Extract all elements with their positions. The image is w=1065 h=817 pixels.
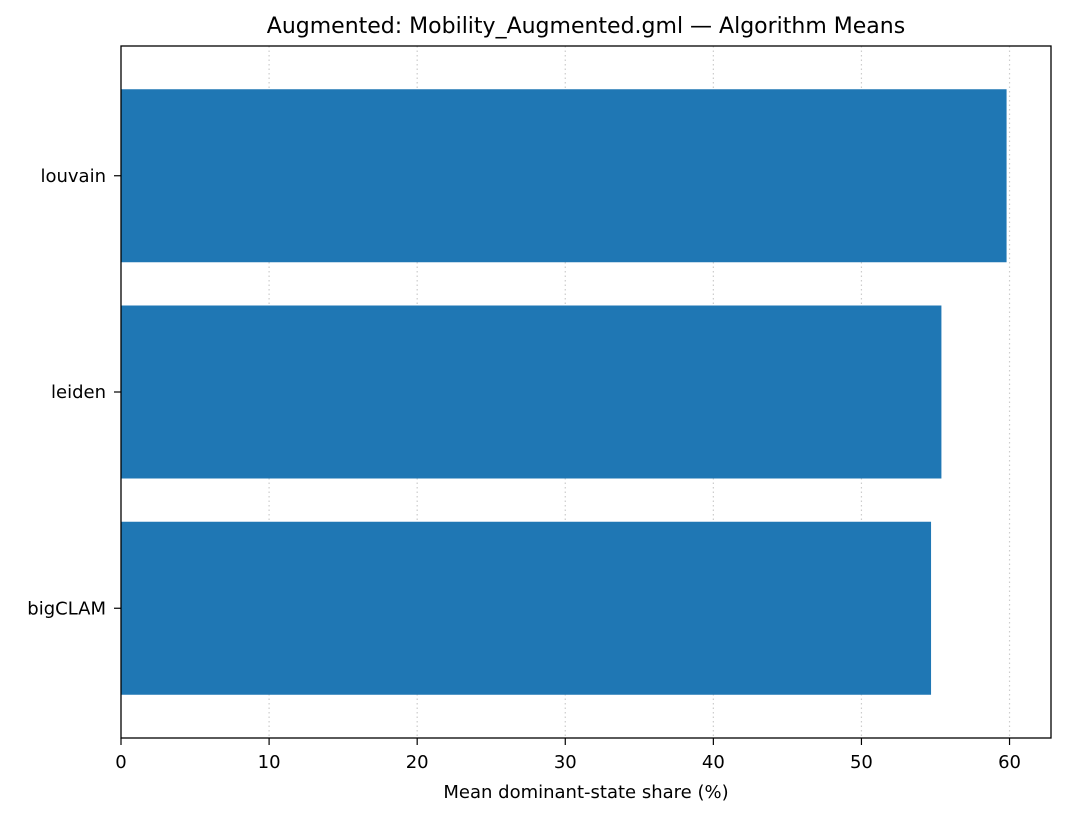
x-tick-label-30: 30 bbox=[554, 752, 577, 773]
x-axis-ticks: 0 10 20 30 40 50 60 bbox=[115, 738, 1021, 773]
chart-title: Augmented: Mobility_Augmented.gml — Algo… bbox=[267, 14, 905, 39]
y-tick-label-bigCLAM: bigCLAM bbox=[27, 598, 106, 619]
y-tick-label-louvain: louvain bbox=[40, 166, 106, 187]
y-axis-ticks: louvain leiden bigCLAM bbox=[27, 166, 121, 619]
bar-leiden bbox=[121, 305, 942, 479]
x-axis-label: Mean dominant-state share (%) bbox=[443, 782, 728, 803]
x-tick-label-50: 50 bbox=[850, 752, 873, 773]
x-tick-label-0: 0 bbox=[115, 752, 126, 773]
x-tick-label-60: 60 bbox=[998, 752, 1021, 773]
bar-bigCLAM bbox=[121, 521, 932, 695]
x-tick-label-40: 40 bbox=[702, 752, 725, 773]
x-tick-label-20: 20 bbox=[406, 752, 429, 773]
bars bbox=[121, 89, 1007, 695]
x-tick-label-10: 10 bbox=[258, 752, 281, 773]
bar-louvain bbox=[121, 89, 1007, 263]
y-tick-label-leiden: leiden bbox=[51, 382, 106, 403]
